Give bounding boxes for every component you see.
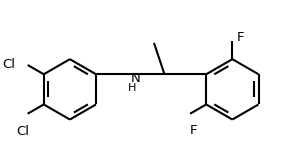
Text: Cl: Cl — [2, 59, 15, 71]
Text: H: H — [128, 83, 137, 93]
Text: Cl: Cl — [16, 125, 29, 138]
Text: F: F — [189, 124, 197, 137]
Text: N: N — [131, 72, 140, 85]
Text: F: F — [237, 31, 244, 44]
